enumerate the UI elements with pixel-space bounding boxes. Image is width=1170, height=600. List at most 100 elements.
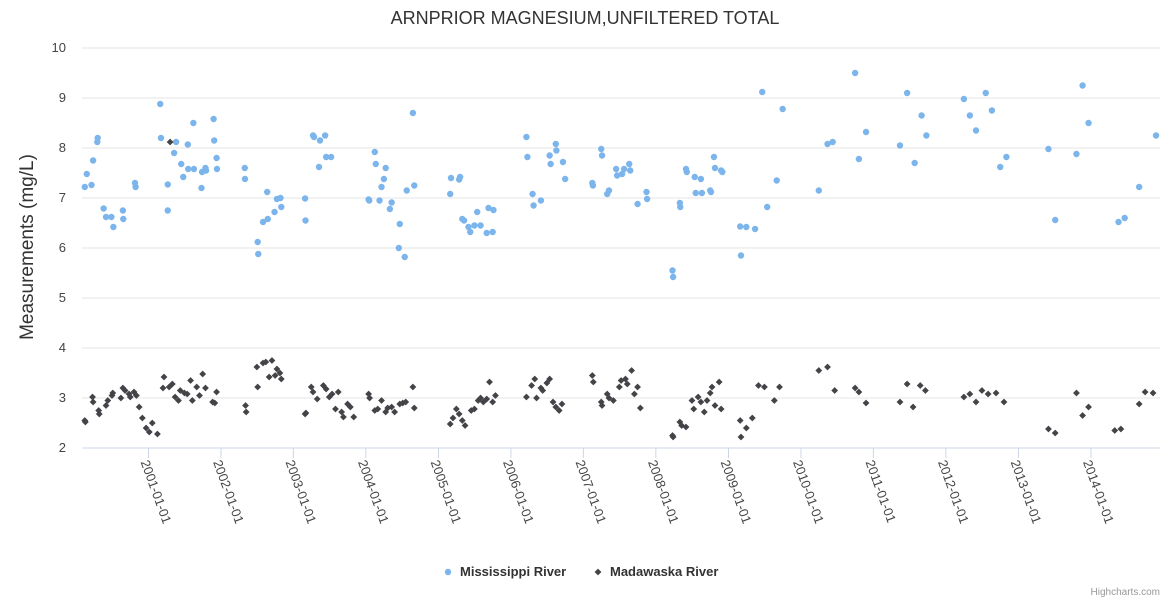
data-point[interactable] bbox=[176, 387, 184, 394]
data-point[interactable] bbox=[109, 389, 117, 397]
data-point[interactable] bbox=[196, 392, 203, 399]
data-point[interactable] bbox=[262, 358, 270, 366]
data-point[interactable] bbox=[911, 159, 918, 167]
data-point[interactable] bbox=[618, 170, 626, 178]
data-point[interactable] bbox=[678, 422, 686, 429]
data-point[interactable] bbox=[628, 367, 636, 374]
data-point[interactable] bbox=[529, 190, 536, 198]
data-point[interactable] bbox=[273, 365, 281, 373]
data-point[interactable] bbox=[916, 382, 924, 389]
data-point[interactable] bbox=[474, 397, 482, 404]
data-point[interactable] bbox=[909, 403, 917, 411]
data-point[interactable] bbox=[396, 400, 404, 408]
data-point[interactable] bbox=[465, 223, 472, 231]
data-point[interactable] bbox=[558, 400, 566, 408]
data-point[interactable] bbox=[710, 153, 718, 161]
data-point[interactable] bbox=[489, 228, 496, 236]
data-point[interactable] bbox=[824, 363, 831, 371]
data-point[interactable] bbox=[683, 168, 690, 176]
data-point[interactable] bbox=[403, 187, 410, 194]
data-point[interactable] bbox=[198, 184, 205, 192]
data-point[interactable] bbox=[119, 384, 127, 392]
data-point[interactable] bbox=[531, 375, 539, 383]
data-point[interactable] bbox=[89, 398, 97, 406]
data-point[interactable] bbox=[401, 253, 408, 261]
data-point[interactable] bbox=[325, 393, 333, 401]
data-point[interactable] bbox=[199, 370, 207, 378]
data-point[interactable] bbox=[81, 183, 88, 191]
data-point[interactable] bbox=[770, 397, 778, 404]
data-point[interactable] bbox=[598, 152, 606, 159]
data-point[interactable] bbox=[120, 215, 127, 223]
data-point[interactable] bbox=[409, 383, 417, 391]
data-point[interactable] bbox=[486, 378, 493, 386]
data-point[interactable] bbox=[378, 183, 385, 191]
data-point[interactable] bbox=[755, 382, 762, 389]
data-point[interactable] bbox=[589, 378, 597, 386]
data-point[interactable] bbox=[489, 398, 497, 406]
data-point[interactable] bbox=[492, 392, 499, 399]
data-point[interactable] bbox=[154, 430, 161, 438]
data-point[interactable] bbox=[688, 397, 696, 404]
data-point[interactable] bbox=[1149, 389, 1157, 397]
data-point[interactable] bbox=[1135, 400, 1143, 408]
data-point[interactable] bbox=[918, 112, 925, 119]
data-point[interactable] bbox=[467, 228, 474, 236]
data-point[interactable] bbox=[388, 199, 395, 206]
data-point[interactable] bbox=[634, 200, 641, 208]
data-point[interactable] bbox=[855, 155, 863, 163]
data-point[interactable] bbox=[737, 252, 745, 259]
data-point[interactable] bbox=[1117, 425, 1125, 433]
data-point[interactable] bbox=[524, 153, 531, 161]
data-point[interactable] bbox=[322, 385, 330, 393]
data-point[interactable] bbox=[313, 395, 321, 403]
data-point[interactable] bbox=[547, 160, 554, 168]
data-point[interactable] bbox=[135, 403, 143, 411]
data-point[interactable] bbox=[327, 153, 335, 161]
data-point[interactable] bbox=[395, 244, 402, 252]
data-point[interactable] bbox=[171, 393, 179, 401]
data-point[interactable] bbox=[1152, 132, 1160, 139]
data-point[interactable] bbox=[903, 380, 911, 388]
data-point[interactable] bbox=[259, 218, 267, 226]
data-point[interactable] bbox=[366, 197, 373, 204]
data-point[interactable] bbox=[960, 95, 968, 103]
data-point[interactable] bbox=[160, 373, 168, 381]
data-point[interactable] bbox=[100, 205, 107, 212]
data-point[interactable] bbox=[95, 410, 103, 418]
data-point[interactable] bbox=[241, 175, 249, 183]
data-point[interactable] bbox=[268, 357, 276, 364]
data-point[interactable] bbox=[148, 419, 156, 427]
data-point[interactable] bbox=[241, 164, 248, 172]
data-point[interactable] bbox=[643, 188, 650, 196]
data-point[interactable] bbox=[452, 405, 460, 413]
data-point[interactable] bbox=[623, 380, 631, 388]
data-point[interactable] bbox=[168, 380, 176, 388]
data-point[interactable] bbox=[449, 414, 457, 422]
data-point[interactable] bbox=[211, 399, 219, 407]
data-point[interactable] bbox=[1111, 427, 1119, 434]
data-point[interactable] bbox=[183, 390, 191, 398]
data-point[interactable] bbox=[254, 383, 262, 391]
data-point[interactable] bbox=[966, 112, 974, 119]
data-point[interactable] bbox=[862, 128, 870, 136]
data-point[interactable] bbox=[301, 195, 309, 202]
data-point[interactable] bbox=[708, 383, 716, 391]
data-point[interactable] bbox=[824, 140, 831, 148]
data-point[interactable] bbox=[613, 172, 621, 179]
data-point[interactable] bbox=[711, 402, 719, 409]
data-point[interactable] bbox=[694, 393, 702, 401]
data-point[interactable] bbox=[697, 175, 705, 183]
data-point[interactable] bbox=[483, 395, 491, 403]
data-point[interactable] bbox=[302, 409, 310, 417]
chart-credit[interactable]: Highcharts.com bbox=[1091, 587, 1160, 598]
data-point[interactable] bbox=[903, 89, 911, 97]
data-point[interactable] bbox=[181, 389, 188, 397]
data-point[interactable] bbox=[1079, 412, 1086, 419]
data-point[interactable] bbox=[1003, 153, 1010, 161]
data-point[interactable] bbox=[997, 163, 1004, 171]
data-point[interactable] bbox=[539, 387, 547, 394]
data-point[interactable] bbox=[332, 405, 339, 413]
data-point[interactable] bbox=[138, 414, 146, 422]
data-point[interactable] bbox=[490, 206, 497, 214]
